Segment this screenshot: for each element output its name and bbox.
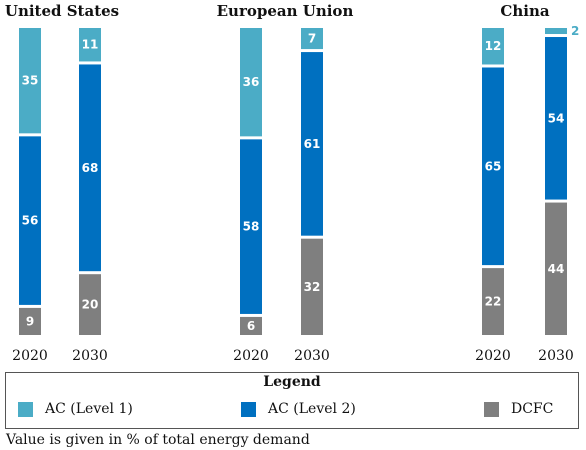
legend-title: Legend xyxy=(263,374,321,390)
bar-segment-european-union-2020-ac-level-2 xyxy=(240,139,262,314)
data-label-european-union-2020-ac-level-1: 36 xyxy=(243,75,260,89)
bar-segment-european-union-2030-ac-level-2 xyxy=(301,52,323,236)
data-label-united-states-2030-ac-level-2: 68 xyxy=(82,161,99,175)
year-label-united-states-2020: 2020 xyxy=(12,348,48,364)
bar-segment-european-union-2030-dcfc xyxy=(301,238,323,335)
legend-swatch-dcfc xyxy=(484,401,499,417)
bar-segment-united-states-2030-ac-level-1 xyxy=(79,28,101,62)
legend-label-ac-level-1: AC (Level 1) xyxy=(45,401,133,417)
data-label-china-2030-ac-level-2: 54 xyxy=(548,111,565,125)
legend-item-ac-level-1: AC (Level 1) xyxy=(18,399,133,419)
data-label-china-2030-dcfc: 44 xyxy=(548,262,565,276)
data-label-european-union-2020-dcfc: 6 xyxy=(247,319,255,333)
year-label-united-states-2030: 2030 xyxy=(72,348,108,364)
data-label-european-union-2030-ac-level-2: 61 xyxy=(304,137,321,151)
bar-segment-european-union-2020-dcfc xyxy=(240,316,262,335)
legend-swatch-ac-level-1 xyxy=(18,401,33,417)
region-title-european-union: European Union xyxy=(217,2,354,20)
data-label-united-states-2020-dcfc: 9 xyxy=(26,314,34,328)
bar-segment-china-2020-ac-level-2 xyxy=(482,67,504,266)
data-label-european-union-2030-dcfc: 32 xyxy=(304,280,321,294)
bar-segment-united-states-2020-ac-level-2 xyxy=(19,136,41,305)
year-label-european-union-2030: 2030 xyxy=(294,348,330,364)
bar-segment-united-states-2020-ac-level-1 xyxy=(19,28,41,134)
data-label-united-states-2030-dcfc: 20 xyxy=(82,298,99,312)
bar-segment-china-2020-ac-level-1 xyxy=(482,28,504,65)
region-title-united-states: United States xyxy=(5,2,119,20)
legend: Legend AC (Level 1) AC (Level 2) DCFC xyxy=(5,372,579,429)
bar-segment-united-states-2030-dcfc xyxy=(79,274,101,335)
legend-label-ac-level-2: AC (Level 2) xyxy=(268,401,356,417)
data-label-united-states-2030-ac-level-1: 11 xyxy=(82,38,99,52)
legend-swatch-ac-level-2 xyxy=(241,401,256,417)
data-label-china-2020-dcfc: 22 xyxy=(485,295,502,309)
data-label-united-states-2020-ac-level-1: 35 xyxy=(22,74,39,88)
data-label-china-2020-ac-level-2: 65 xyxy=(485,159,502,173)
legend-item-ac-level-2: AC (Level 2) xyxy=(241,399,356,419)
year-label-china-2020: 2020 xyxy=(475,348,511,364)
data-label-european-union-2030-ac-level-1: 7 xyxy=(308,32,316,46)
bar-segment-china-2030-ac-level-2 xyxy=(545,37,567,200)
legend-label-dcfc: DCFC xyxy=(511,401,554,417)
bar-segment-united-states-2020-dcfc xyxy=(19,307,41,335)
stacked-bar-chart: United States 35 56 9 2020 11 68 20 2030 European… xyxy=(5,2,579,364)
data-label-china-2030-ac-level-1: 2 xyxy=(571,24,579,38)
footnote: Value is given in % of total energy dema… xyxy=(6,432,310,448)
legend-item-dcfc: DCFC xyxy=(484,399,553,419)
bar-segment-united-states-2030-ac-level-2 xyxy=(79,64,101,272)
year-label-china-2030: 2030 xyxy=(538,348,574,364)
year-label-european-union-2020: 2020 xyxy=(233,348,269,364)
data-label-china-2020-ac-level-1: 12 xyxy=(485,39,502,53)
bar-segment-european-union-2030-ac-level-1 xyxy=(301,28,323,50)
bar-segment-china-2030-dcfc xyxy=(545,202,567,335)
data-label-european-union-2020-ac-level-2: 58 xyxy=(243,220,260,234)
data-label-united-states-2020-ac-level-2: 56 xyxy=(22,214,39,228)
bar-segment-china-2030-ac-level-1 xyxy=(545,28,567,35)
bar-segment-european-union-2020-ac-level-1 xyxy=(240,28,262,137)
region-title-china: China xyxy=(500,2,549,20)
bar-segment-china-2020-dcfc xyxy=(482,268,504,335)
